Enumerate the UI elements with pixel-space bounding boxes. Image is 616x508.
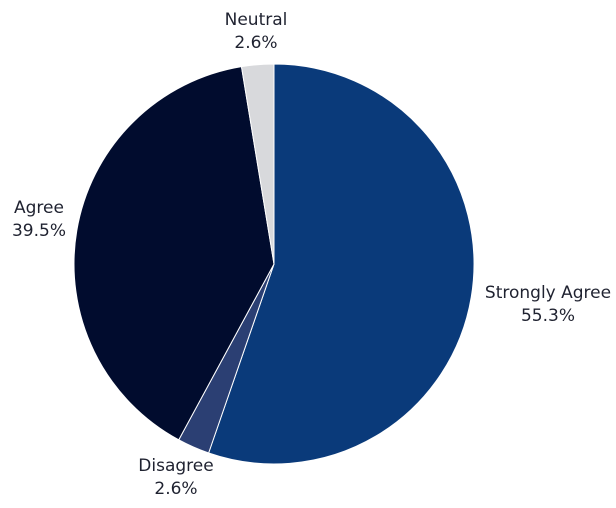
pie-slices [74,64,474,464]
slice-value-label-agree: 39.5% [12,221,66,241]
slice-label-strongly-agree: Strongly Agree [485,283,611,303]
slice-label-neutral: Neutral [225,10,288,30]
slice-value-label-disagree: 2.6% [154,479,197,499]
slice-label-agree: Agree [14,198,64,218]
slice-value-label-neutral: 2.6% [234,33,277,53]
slice-value-label-strongly-agree: 55.3% [521,306,575,326]
slice-label-disagree: Disagree [138,456,213,476]
